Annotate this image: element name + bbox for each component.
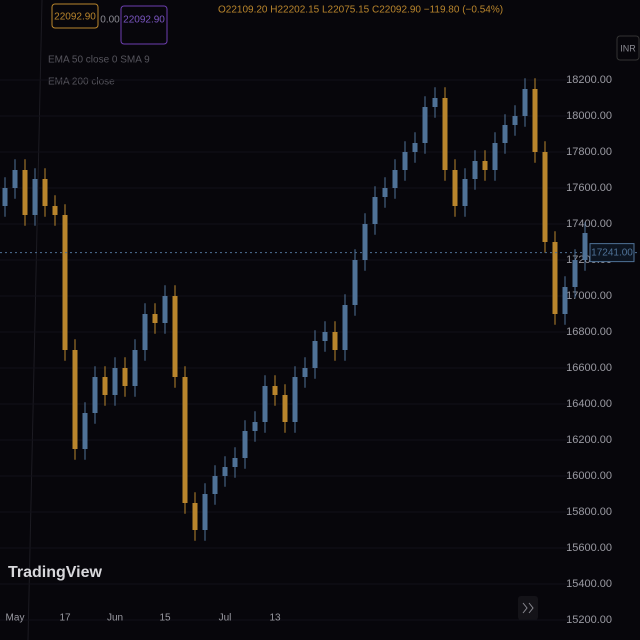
y-tick-label: 16400.00 — [566, 398, 612, 410]
candle-body — [102, 377, 108, 395]
candle-body — [362, 224, 368, 260]
y-tick-label: 15800.00 — [566, 506, 612, 518]
pane-divider — [27, 0, 43, 640]
candle-body — [582, 233, 588, 260]
y-tick-label: 18000.00 — [566, 110, 612, 122]
currency-box[interactable] — [616, 35, 640, 61]
candle-body — [522, 89, 528, 116]
y-tick-label: 15400.00 — [566, 578, 612, 590]
candle-body — [272, 386, 278, 395]
candle-body — [2, 188, 8, 206]
candle-body — [42, 179, 48, 206]
candle-body — [152, 314, 158, 323]
candle-body — [332, 332, 338, 350]
candle-body — [302, 368, 308, 377]
candle-body — [72, 350, 78, 449]
price-box-2[interactable] — [120, 5, 168, 45]
candle-body — [132, 350, 138, 386]
y-tick-label: 17000.00 — [566, 290, 612, 302]
candle-body — [92, 377, 98, 413]
candle-body — [512, 116, 518, 125]
y-tick-label: 15200.00 — [566, 614, 612, 626]
candle-body — [352, 260, 358, 305]
candle-body — [262, 386, 268, 422]
candle-body — [482, 161, 488, 170]
candle-body — [242, 431, 248, 458]
candle-body — [342, 305, 348, 350]
candle-body — [442, 98, 448, 170]
candle-body — [492, 143, 498, 170]
candle-body — [322, 332, 328, 341]
candle-body — [32, 179, 38, 215]
y-tick-label: 16800.00 — [566, 326, 612, 338]
spread: 0.00 — [100, 15, 120, 26]
y-tick-label: 17400.00 — [566, 218, 612, 230]
candle-body — [82, 413, 88, 449]
x-tick-label: 13 — [269, 613, 281, 624]
x-tick-label: Jul — [219, 613, 232, 624]
candle-body — [572, 260, 578, 287]
candle-body — [22, 170, 28, 215]
currency: INR — [620, 43, 636, 53]
price-box[interactable] — [51, 3, 99, 29]
candle-body — [382, 188, 388, 197]
brand: TradingView — [8, 564, 103, 581]
candle-body — [222, 467, 228, 476]
candle-body — [552, 242, 558, 314]
indicator-label[interactable]: EMA 200 close — [48, 77, 115, 88]
candle-body — [122, 368, 128, 386]
candle-body — [202, 494, 208, 530]
y-tick-label: 15600.00 — [566, 542, 612, 554]
candle-body — [112, 368, 118, 395]
price-box-2-text: 22092.90 — [123, 15, 165, 26]
candle-body — [292, 377, 298, 422]
candle-body — [452, 170, 458, 206]
last-price-label: 17241.00 — [591, 247, 633, 258]
candle-body — [232, 458, 238, 467]
candle-body — [142, 314, 148, 350]
scroll-icon — [522, 602, 534, 614]
candle-body — [472, 161, 478, 179]
x-tick-label: 17 — [59, 613, 71, 624]
y-tick-label: 17600.00 — [566, 182, 612, 194]
candle-body — [432, 98, 438, 107]
candle-body — [532, 89, 538, 152]
candle-body — [192, 503, 198, 530]
indicator-label[interactable]: EMA 50 close 0 SMA 9 — [48, 55, 150, 66]
scroll-button[interactable] — [518, 596, 538, 620]
candle-body — [462, 179, 468, 206]
candle-body — [402, 152, 408, 170]
candle-body — [182, 377, 188, 503]
candle-body — [12, 170, 18, 188]
candle-body — [412, 143, 418, 152]
candle-body — [212, 476, 218, 494]
candle-body — [162, 296, 168, 323]
candle-body — [252, 422, 258, 431]
price-box-text: 22092.90 — [54, 12, 96, 23]
candle-body — [172, 296, 178, 377]
candle-body — [562, 287, 568, 314]
y-tick-label: 16600.00 — [566, 362, 612, 374]
candle-body — [282, 395, 288, 422]
last-price-box — [589, 243, 635, 263]
candle-body — [542, 152, 548, 242]
candle-body — [52, 206, 58, 215]
candle-body — [62, 215, 68, 350]
x-tick-label: 15 — [159, 613, 171, 624]
x-tick-label: May — [6, 613, 25, 624]
y-tick-label: 18200.00 — [566, 74, 612, 86]
candle-body — [392, 170, 398, 188]
y-tick-label: 16000.00 — [566, 470, 612, 482]
candle-body — [422, 107, 428, 143]
candle-body — [502, 125, 508, 143]
candle-body — [372, 197, 378, 224]
y-tick-label: 17800.00 — [566, 146, 612, 158]
x-tick-label: Jun — [107, 613, 123, 624]
ohlc-header: O22109.20 H22202.15 L22075.15 C22092.90 … — [218, 5, 503, 16]
candle-body — [312, 341, 318, 368]
y-tick-label: 16200.00 — [566, 434, 612, 446]
